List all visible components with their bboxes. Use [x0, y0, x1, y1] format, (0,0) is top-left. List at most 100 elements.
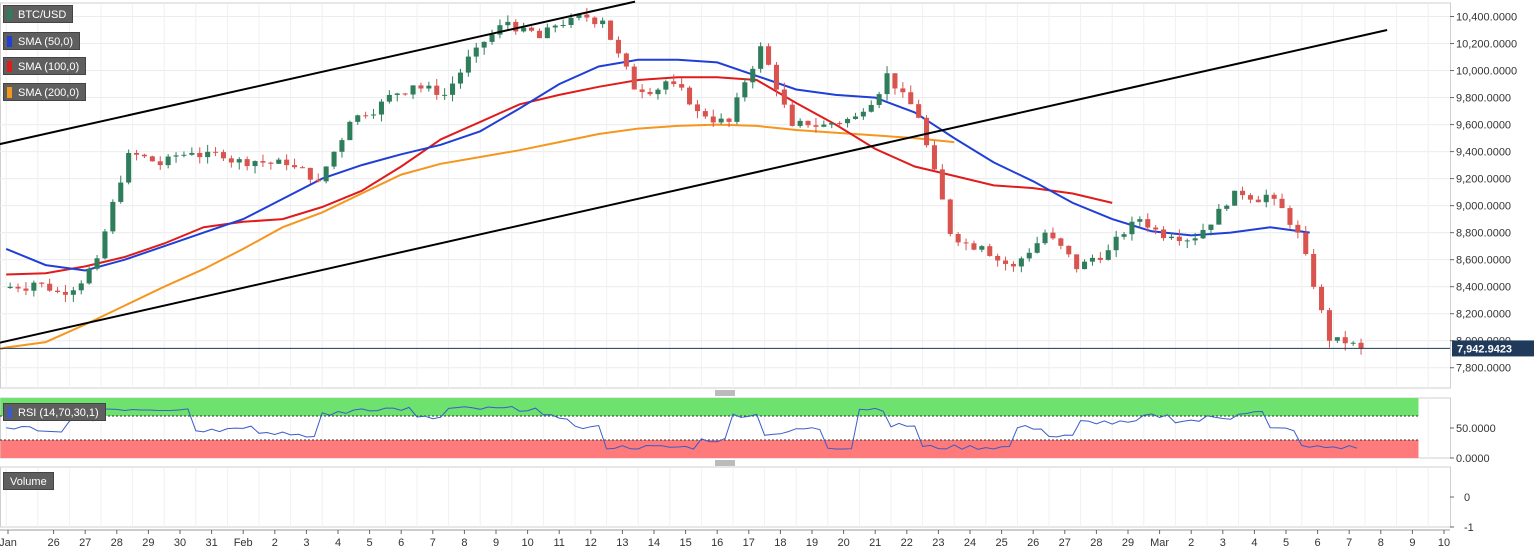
x-tick-label: 31 [205, 537, 217, 549]
candle-body [623, 53, 629, 67]
candle-body [860, 111, 866, 117]
candle-body [742, 82, 748, 98]
candle-body [908, 92, 914, 105]
price-tick-label: 9,200.0000 [1456, 174, 1511, 186]
candle-body [220, 152, 226, 159]
candle-body [1010, 263, 1016, 267]
sma200-path [0, 123, 955, 351]
candle-body [1192, 238, 1198, 241]
candle-body [1153, 227, 1159, 230]
x-tick-label: 12 [585, 537, 597, 549]
candle-body [1105, 250, 1111, 260]
candle-body [1326, 310, 1332, 341]
candle-body [766, 46, 772, 65]
candle-body [39, 282, 45, 284]
sma100-legend[interactable]: SMA (100,0) [3, 57, 87, 75]
candle-body [773, 64, 779, 90]
candle-body [568, 17, 574, 25]
x-tick-label: 26 [1027, 537, 1039, 549]
price-tick-label: 10,200.0000 [1456, 39, 1517, 51]
x-tick-label: 15 [679, 537, 691, 549]
candle-body [181, 154, 187, 156]
candle-body [442, 94, 448, 96]
candle-body [292, 165, 298, 168]
x-tick-label: 7 [1346, 537, 1352, 549]
rsi-legend[interactable]: RSI (14,70,30,1) [3, 403, 106, 421]
candle-body [608, 20, 614, 40]
candle-body [702, 111, 708, 117]
candle-body [1145, 219, 1151, 228]
candle-body [110, 201, 116, 232]
price-tick-label: 8,800.0000 [1456, 228, 1511, 240]
candle-body [1208, 224, 1214, 230]
x-tick-label: 8 [1378, 537, 1384, 549]
pane-frame-0 [0, 2, 1451, 389]
candle-body [939, 169, 945, 200]
candle-body [1358, 342, 1364, 349]
candle-body [1026, 252, 1032, 259]
candle-body [639, 89, 645, 92]
candle-body [86, 268, 92, 284]
symbol-legend[interactable]: BTC/USD [3, 5, 74, 23]
time-axis: Jan 26 27 28 29 30 31 Feb 2 3 4 5 6 7 8 9 10 11 12 13 14 15 16… [0, 529, 1450, 549]
candle-body [457, 72, 463, 84]
candle-body [1263, 194, 1269, 203]
candle-body [276, 159, 282, 164]
x-tick-label: 3 [1220, 537, 1226, 549]
vol-tick-label: 0 [1464, 492, 1470, 504]
vol-tick-label: -1 [1464, 522, 1474, 534]
candle-body [371, 114, 377, 116]
candle-body [552, 25, 558, 28]
candle-body [481, 41, 487, 48]
candle-body [465, 56, 471, 73]
candle-body [141, 154, 147, 157]
candle-body [797, 120, 803, 126]
candle-body [615, 39, 621, 54]
x-tick-label: 5 [367, 537, 373, 549]
candle-body [655, 89, 661, 95]
x-tick-label: 27 [1059, 537, 1071, 549]
volume-legend[interactable]: Volume [3, 472, 54, 490]
candle-body [600, 20, 606, 25]
x-tick-label: 17 [743, 537, 755, 549]
candle-body [584, 14, 590, 18]
candle-body [687, 87, 693, 105]
sma100-line [6, 76, 1113, 276]
sma200-legend[interactable]: SMA (200,0) [3, 83, 87, 101]
candle-body [529, 27, 535, 31]
candle-body [489, 34, 495, 42]
rsi-tick-label: 0.0000 [1456, 453, 1490, 465]
candle-body [1042, 232, 1048, 244]
candle-body [260, 161, 266, 163]
sma200-swatch [7, 87, 12, 98]
candle-body [31, 282, 37, 291]
candle-body [157, 161, 163, 166]
x-tick-label: Jan [0, 537, 17, 549]
candle-body [750, 68, 756, 83]
candle-body [679, 84, 685, 88]
rsi-overbought-zone [0, 398, 1419, 416]
candle-body [971, 243, 977, 250]
x-tick-label: 4 [1251, 537, 1257, 549]
candle-body [244, 159, 250, 167]
candle-body [323, 166, 329, 182]
candle-body [363, 115, 369, 117]
candle-body [1050, 232, 1056, 239]
x-tick-label: 9 [493, 537, 499, 549]
candle-body [394, 93, 400, 95]
sma200-line [0, 123, 955, 351]
x-tick-label: 6 [398, 537, 404, 549]
sma50-legend[interactable]: SMA (50,0) [3, 32, 81, 50]
candle-body [315, 179, 321, 182]
pane-separators[interactable] [715, 390, 735, 466]
candle-body [339, 140, 345, 152]
candle-body [805, 120, 811, 126]
candle-body [378, 101, 384, 115]
candle-body [1350, 342, 1356, 344]
candle-body [718, 118, 724, 123]
candlestick-series [7, 7, 1364, 355]
sma50-swatch [7, 36, 12, 47]
x-tick-label: 9 [1409, 537, 1415, 549]
candle-body [473, 47, 479, 57]
